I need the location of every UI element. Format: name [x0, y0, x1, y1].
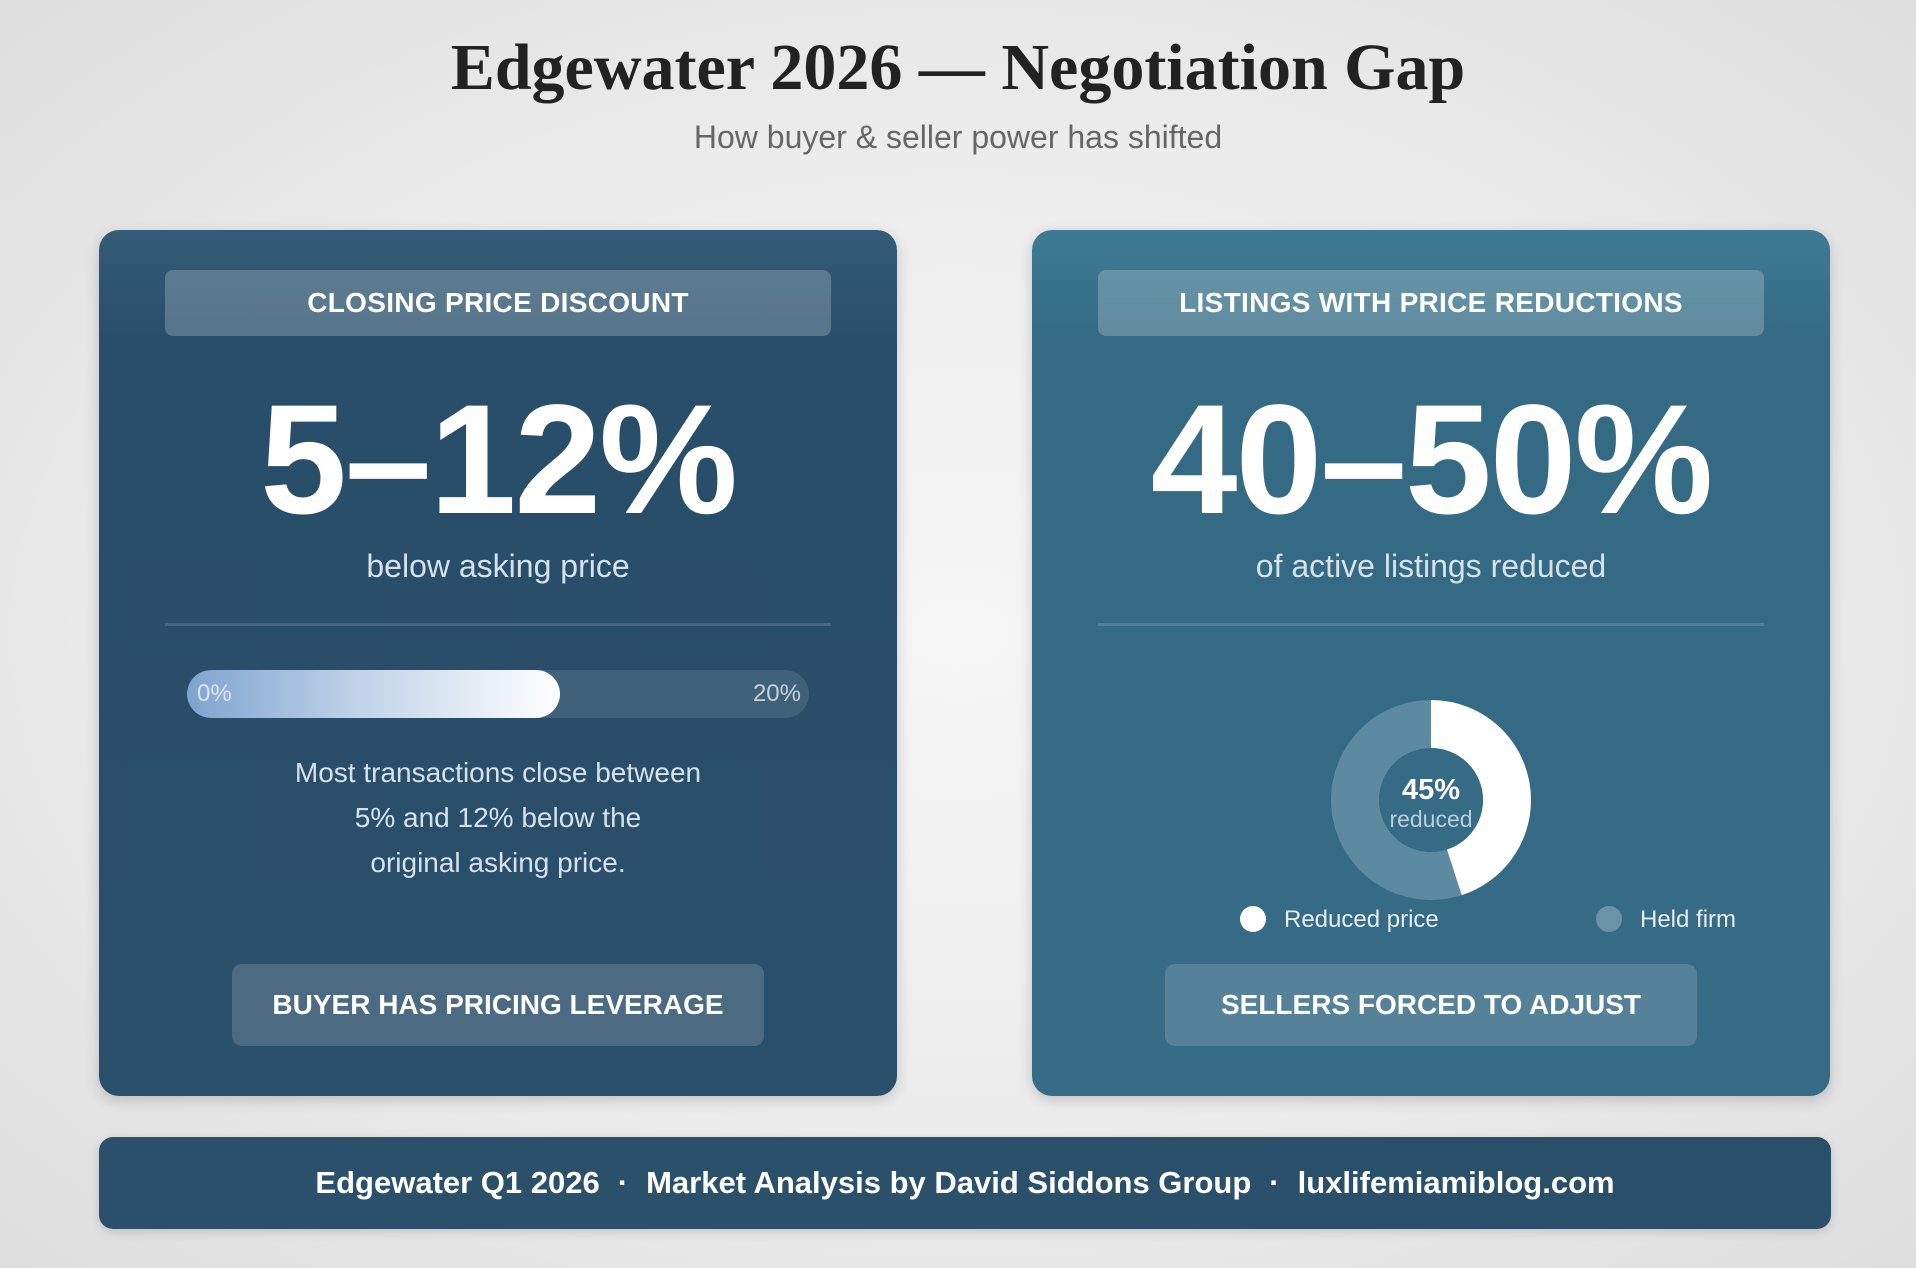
legend-label-held: Held firm — [1640, 906, 1737, 933]
legend-swatch-held — [1596, 906, 1622, 932]
divider — [165, 623, 831, 626]
donut-hole — [1379, 748, 1483, 852]
footer-separator: · — [617, 1165, 629, 1200]
legend-swatch-reduced — [1240, 906, 1266, 932]
legend-label-reduced: Reduced price — [1284, 906, 1439, 933]
footer-website: luxlifemiamiblog.com — [1297, 1165, 1615, 1200]
closing-discount-card: CLOSING PRICE DISCOUNT 5–12% below askin… — [99, 230, 897, 1096]
closing-discount-value: 5–12% — [260, 373, 738, 547]
donut-center-value: 45% — [1402, 774, 1460, 806]
footer-separator: · — [1269, 1165, 1280, 1200]
description-line: 5% and 12% below the — [354, 802, 642, 833]
discount-bar-fill — [187, 670, 561, 718]
description-line: Most transactions close between — [294, 757, 702, 788]
page-subtitle: How buyer & seller power has shifted — [693, 119, 1223, 155]
closing-discount-heading: CLOSING PRICE DISCOUNT — [165, 270, 831, 336]
buyer-leverage-badge: BUYER HAS PRICING LEVERAGE — [232, 964, 764, 1046]
closing-discount-description: Most transactions close between 5% and 1… — [99, 750, 897, 885]
legend-item-held: Held firm — [1596, 906, 1736, 934]
bar-max-label: 20% — [752, 680, 801, 707]
closing-discount-caption: below asking price — [366, 548, 630, 584]
donut-slice-reduced — [1331, 700, 1531, 900]
price-reductions-caption: of active listings reduced — [1255, 548, 1607, 584]
bar-min-label: 0% — [197, 680, 232, 707]
discount-bar-track: 0% 20% — [187, 670, 809, 718]
reductions-donut-chart: 45% reduced — [1331, 700, 1531, 900]
sellers-adjust-badge: SELLERS FORCED TO ADJUST — [1165, 964, 1697, 1046]
legend-item-reduced: Reduced price — [1240, 906, 1439, 934]
divider — [1098, 623, 1764, 626]
price-reductions-card: LISTINGS WITH PRICE REDUCTIONS 40–50% of… — [1032, 230, 1830, 1096]
footer-bar: Edgewater Q1 2026 · Market Analysis by Dav… — [99, 1137, 1831, 1229]
price-reductions-heading: LISTINGS WITH PRICE REDUCTIONS — [1098, 270, 1764, 336]
footer-attribution: Market Analysis by David Siddons Group — [646, 1165, 1252, 1200]
footer-period: Edgewater Q1 2026 — [315, 1165, 600, 1200]
price-reductions-value: 40–50% — [1150, 373, 1714, 547]
donut-center-label: reduced — [1389, 806, 1472, 832]
page-title: Edgewater 2026 — Negotiation Gap — [450, 31, 1466, 104]
description-line: original asking price. — [370, 847, 626, 878]
